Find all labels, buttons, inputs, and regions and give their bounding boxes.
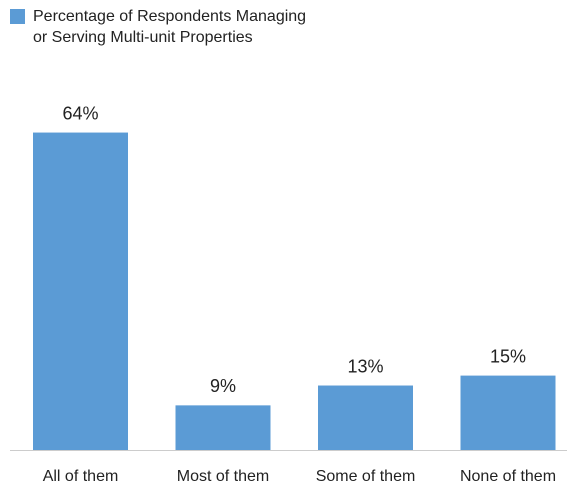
bar (460, 375, 556, 450)
legend-swatch (10, 9, 25, 24)
x-tick-label: All of them (43, 468, 119, 485)
x-tick-label: Some of them (316, 468, 416, 485)
bar (175, 405, 271, 450)
value-label: 13% (347, 356, 383, 376)
legend: Percentage of Respondents Managing or Se… (10, 6, 318, 48)
value-label: 64% (62, 103, 98, 123)
x-tick-label: Most of them (177, 468, 269, 485)
bar (33, 132, 128, 450)
value-label: 15% (490, 346, 526, 366)
value-label: 9% (210, 376, 236, 396)
legend-label: Percentage of Respondents Managing or Se… (33, 8, 307, 46)
x-tick-label: None of them (460, 468, 556, 485)
bar (318, 385, 413, 450)
